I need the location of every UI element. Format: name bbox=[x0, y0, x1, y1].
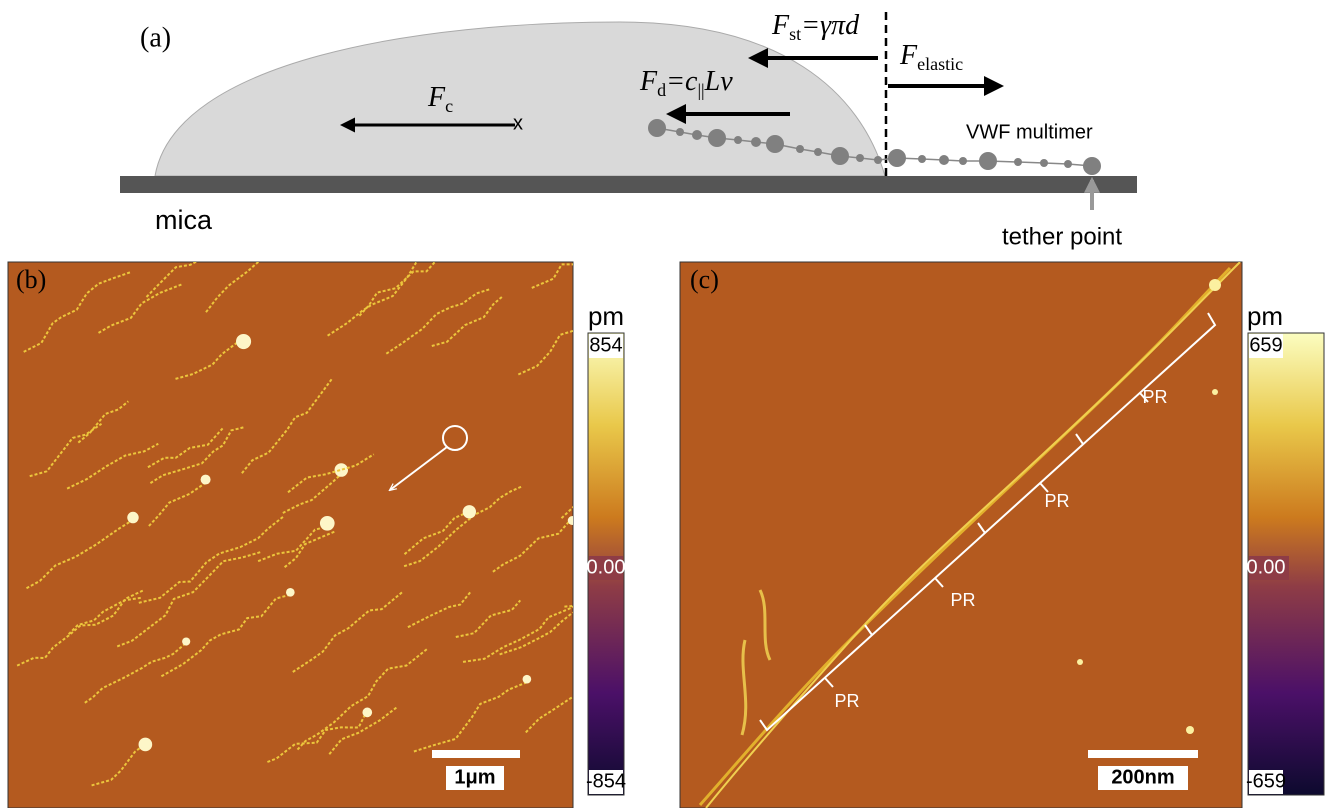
afm-image bbox=[8, 262, 573, 808]
bead bbox=[918, 155, 926, 163]
symbol: F bbox=[771, 10, 790, 41]
particle bbox=[362, 708, 372, 718]
particle bbox=[463, 505, 476, 518]
unit-label: pm bbox=[1247, 301, 1283, 331]
particle bbox=[1077, 659, 1083, 665]
subscript: elastic bbox=[917, 54, 963, 74]
repeat-label: PR bbox=[950, 590, 975, 610]
substrate-label: mica bbox=[155, 205, 213, 235]
panel-label: (c) bbox=[690, 265, 719, 294]
bead bbox=[874, 156, 882, 164]
bead bbox=[766, 135, 784, 153]
scale-bar bbox=[432, 750, 520, 758]
bead bbox=[1040, 159, 1048, 167]
colorbar-min: -854 bbox=[586, 770, 626, 792]
bead bbox=[959, 157, 967, 165]
bead bbox=[796, 145, 804, 153]
colorbar-mid: 0.00 bbox=[587, 556, 626, 578]
subscript: || bbox=[697, 80, 704, 100]
particle bbox=[568, 516, 577, 525]
bead bbox=[1014, 158, 1022, 166]
scale-label: 200nm bbox=[1111, 766, 1174, 788]
particle bbox=[320, 516, 335, 531]
origin-mark: x bbox=[513, 112, 523, 134]
strand bbox=[562, 434, 689, 518]
bead bbox=[831, 147, 849, 165]
colorbar-max: 854 bbox=[589, 334, 622, 356]
bead bbox=[856, 154, 864, 162]
symbol: F bbox=[899, 40, 918, 71]
particle bbox=[1186, 726, 1194, 734]
bead bbox=[734, 136, 742, 144]
repeat-label: PR bbox=[834, 691, 859, 711]
subscript: c bbox=[445, 96, 453, 116]
rhs: Lv bbox=[704, 66, 734, 97]
subscript: d bbox=[657, 80, 666, 100]
colorbar-mid: 0.00 bbox=[1247, 556, 1286, 578]
colorbar-max: 659 bbox=[1249, 334, 1282, 356]
unit-label: pm bbox=[588, 301, 624, 331]
symbol: F bbox=[427, 82, 446, 113]
colorbar-min: -659 bbox=[1246, 770, 1286, 792]
bead bbox=[676, 128, 684, 136]
repeat-label: PR bbox=[1044, 491, 1069, 511]
bead bbox=[648, 119, 666, 137]
particle bbox=[182, 637, 190, 645]
particle bbox=[656, 643, 662, 649]
bead bbox=[708, 129, 726, 147]
particle bbox=[523, 675, 532, 684]
rhs: =γπd bbox=[801, 10, 860, 41]
panel-label: (b) bbox=[16, 265, 46, 294]
bead bbox=[814, 148, 822, 156]
body: (a) x Fst=γπd Felastic Fd=c||Lv Fc VWF m… bbox=[0, 0, 1325, 808]
strand bbox=[564, 524, 690, 607]
bead bbox=[939, 155, 949, 165]
scale-bar bbox=[1088, 750, 1198, 758]
bead bbox=[692, 130, 702, 140]
panel-label: (a) bbox=[140, 22, 171, 53]
particle bbox=[236, 334, 251, 349]
scale-label: 1μm bbox=[454, 766, 495, 788]
particle bbox=[1209, 279, 1221, 291]
panel-b: (b) 1μm pm 854 0.00 -854 bbox=[8, 215, 696, 808]
multimer-label: VWF multimer bbox=[966, 121, 1093, 143]
page: VWF multimer figure {"panel_a":{"label":… bbox=[0, 0, 1325, 808]
panel-c: PR PR PR PR (c) 200nm pm 659 0.00 -659 bbox=[680, 262, 1324, 808]
symbol: F bbox=[639, 66, 658, 97]
force-label: Fd=c||Lv bbox=[639, 66, 733, 100]
particle bbox=[1212, 389, 1218, 395]
mica-surface bbox=[120, 176, 1137, 193]
particle bbox=[286, 588, 295, 597]
bead bbox=[1064, 160, 1072, 168]
force-label: Fst=γπd bbox=[771, 10, 860, 44]
bead bbox=[888, 149, 906, 167]
subscript: st bbox=[789, 24, 801, 44]
tether-label: tether point bbox=[1002, 223, 1122, 250]
bead bbox=[751, 137, 761, 147]
particle bbox=[139, 738, 153, 752]
force-label: Felastic bbox=[899, 40, 963, 74]
bead bbox=[979, 152, 997, 170]
particle bbox=[201, 475, 211, 485]
rhs: =c bbox=[666, 66, 698, 97]
repeat-label: PR bbox=[1142, 387, 1167, 407]
panel-a: (a) x Fst=γπd Felastic Fd=c||Lv Fc VWF m… bbox=[120, 10, 1137, 250]
bead bbox=[1083, 157, 1101, 175]
particle bbox=[335, 463, 349, 477]
particle bbox=[127, 512, 138, 523]
figure: (a) x Fst=γπd Felastic Fd=c||Lv Fc VWF m… bbox=[0, 0, 1325, 808]
